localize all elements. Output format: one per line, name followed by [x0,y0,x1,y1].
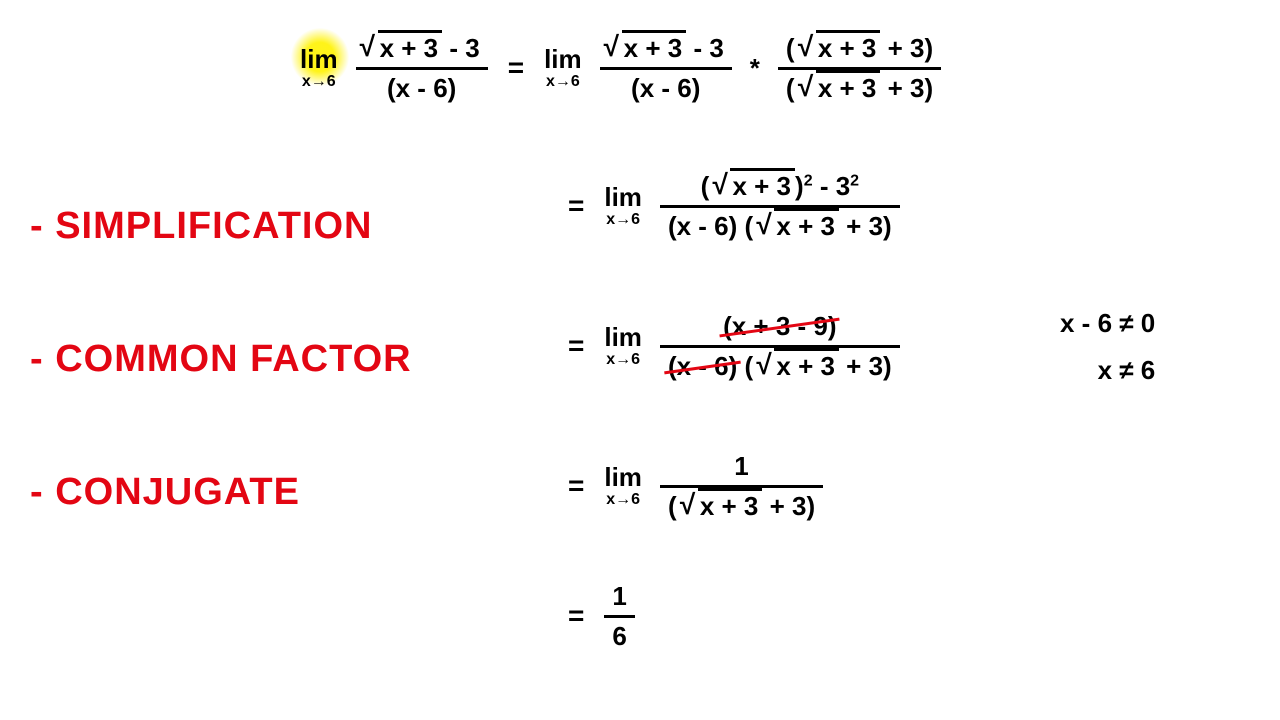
frac-row4: 1 ( x + 3 + 3) [660,450,823,522]
side-line-1: x - 6 ≠ 0 [1060,300,1155,347]
equals-1: = [508,52,524,84]
side-line-2: x ≠ 6 [1060,347,1155,394]
math-row-4: = lim x→6 1 ( x + 3 + 3) [560,450,823,522]
frac-row2: ( x + 3)2 - 32 (x - 6) ( x + 3 + 3) [660,170,900,242]
lim-2: lim x→6 [544,46,582,90]
equals-5: = [568,600,584,632]
frac-rhs-a: x + 3 - 3 (x - 6) [600,32,732,104]
frac-rhs-b: ( x + 3 + 3) ( x + 3 + 3) [778,32,941,104]
bullet-list: - SIMPLIFICATION - COMMON FACTOR - CONJU… [30,205,550,604]
equals-4: = [568,470,584,502]
cancel-den: (x - 6) [668,352,737,381]
math-row-2: = lim x→6 ( x + 3)2 - 32 (x - 6) ( x + 3… [560,170,900,242]
lim-1: lim x→6 [300,46,338,90]
lim-3: lim x→6 [604,184,642,228]
side-note: x - 6 ≠ 0 x ≠ 6 [1060,300,1155,394]
multiply-star: * [750,53,760,84]
math-row-5: = 1 6 [560,580,635,652]
cancel-num: (x + 3 - 9) [723,312,836,341]
math-row-1: lim x→6 x + 3 - 3 (x - 6) = lim x→6 x + … [300,32,941,104]
frac-row3: (x + 3 - 9) (x - 6) ( x + 3 + 3) [660,310,900,382]
math-row-3: = lim x→6 (x + 3 - 9) (x - 6) ( x + 3 + … [560,310,900,382]
bullet-simplification: - SIMPLIFICATION [30,205,550,248]
lim-5: lim x→6 [604,464,642,508]
bullet-common-factor: - COMMON FACTOR [30,338,550,381]
equals-2: = [568,190,584,222]
frac-lhs: x + 3 - 3 (x - 6) [356,32,488,104]
bullet-conjugate: - CONJUGATE [30,471,550,514]
frac-answer: 1 6 [604,580,634,652]
lim-4: lim x→6 [604,324,642,368]
equals-3: = [568,330,584,362]
